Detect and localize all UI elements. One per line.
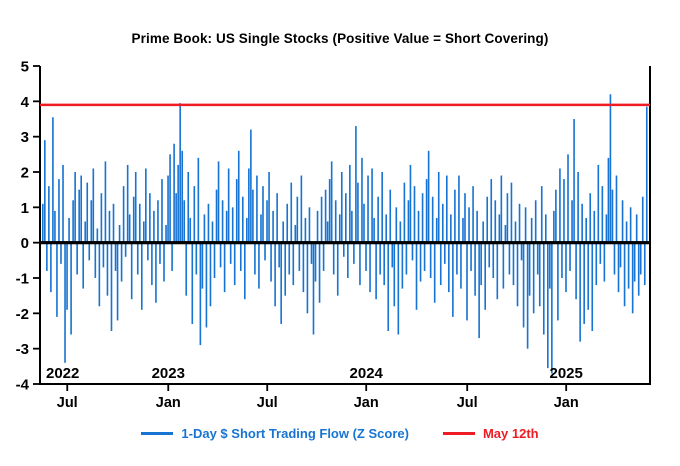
svg-text:1: 1 (21, 200, 29, 217)
svg-text:2025: 2025 (550, 365, 583, 382)
svg-text:-3: -3 (16, 341, 29, 358)
svg-text:-1: -1 (16, 271, 29, 288)
chart-legend: 1-Day $ Short Trading Flow (Z Score) May… (0, 426, 680, 441)
svg-text:Jan: Jan (554, 395, 579, 411)
svg-text:2024: 2024 (350, 365, 384, 382)
svg-text:Jan: Jan (156, 395, 181, 411)
svg-text:0: 0 (21, 235, 29, 252)
legend-item-flow: 1-Day $ Short Trading Flow (Z Score) (141, 426, 409, 441)
chart-canvas: -4 -3 -2 -1 0 1 2 3 4 5 Jul Jan Jul Jan Jul Jan 2022 2023… (16, 59, 651, 411)
svg-text:-4: -4 (16, 377, 30, 394)
axes (39, 66, 651, 385)
svg-text:Jul: Jul (257, 395, 278, 411)
svg-text:2: 2 (21, 165, 29, 182)
x-axis-ticks: Jul Jan Jul Jan Jul Jan (57, 384, 579, 411)
svg-text:3: 3 (21, 129, 29, 146)
legend-label-flow: 1-Day $ Short Trading Flow (Z Score) (181, 426, 409, 441)
svg-text:Jan: Jan (354, 395, 379, 411)
legend-label-may12: May 12th (482, 426, 539, 441)
y-axis-ticks: -4 -3 -2 -1 0 1 2 3 4 5 (16, 59, 40, 394)
svg-text:-2: -2 (16, 306, 29, 323)
legend-item-may12: May 12th (442, 426, 539, 441)
bars-series (42, 94, 648, 374)
svg-text:Jul: Jul (457, 395, 478, 411)
svg-text:Jul: Jul (57, 395, 78, 411)
legend-line-red-icon (442, 432, 475, 435)
svg-text:5: 5 (21, 59, 29, 76)
year-labels: 2022 2023 2024 2025 (46, 365, 583, 382)
svg-text:4: 4 (21, 94, 30, 111)
zero-line (40, 241, 650, 245)
svg-text:2022: 2022 (46, 365, 79, 382)
svg-text:2023: 2023 (152, 365, 185, 382)
chart-title: Prime Book: US Single Stocks (Positive V… (131, 31, 549, 46)
legend-line-blue-icon (141, 432, 174, 435)
